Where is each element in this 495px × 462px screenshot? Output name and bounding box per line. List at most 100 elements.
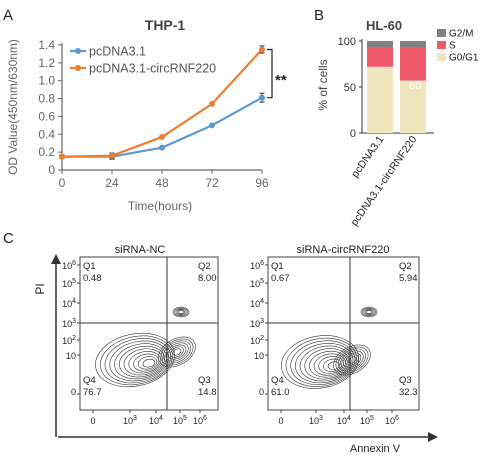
contour-line	[281, 335, 359, 389]
flow-x-tick-label: 103	[123, 415, 137, 426]
panel-b-category-label: pcDNA3.1	[349, 134, 386, 180]
contour-line	[158, 336, 196, 368]
quadrant-percentage: 61.0	[271, 387, 290, 398]
quadrant-label: Q2	[198, 261, 211, 272]
stacked-bar-segment	[367, 47, 393, 67]
flow-y-tick-label: 10	[66, 351, 76, 361]
panel-a-y-tick-label: 1.2	[38, 56, 55, 70]
data-point	[59, 153, 65, 160]
contour-line	[95, 332, 175, 388]
contour-line	[323, 358, 342, 372]
quadrant-percentage: 8.00	[198, 273, 217, 284]
flow-x-tick-label: 106	[193, 415, 207, 426]
panel-b-y-axis-label: % of cells	[316, 59, 330, 110]
legend-swatch-marker	[75, 65, 81, 71]
contour-line	[172, 348, 182, 356]
legend-label: G0/G1	[449, 53, 479, 64]
legend-label: pcDNA3.1	[89, 45, 146, 59]
panel-c-label: C	[3, 230, 14, 247]
contour-line	[177, 309, 185, 315]
flow-plot-2-title: siRNA-circRNF220	[297, 244, 390, 256]
flow-x-tick-label: 105	[360, 415, 374, 426]
flow-y-tick-label: 0	[259, 387, 264, 397]
flow-plot-frame	[267, 256, 420, 411]
panel-a: A THP-1 0 0.2 0.4 0.6 0.8 1.0 1.2 1.4 0 24 48 72 96 p…	[3, 7, 287, 213]
quadrant-label: Q1	[271, 261, 284, 272]
panel-a-y-tick-label: 1.0	[38, 74, 55, 88]
data-point	[159, 133, 165, 140]
flow-y-tick-label: 103	[62, 318, 76, 329]
stacked-bar-segment	[400, 80, 426, 133]
panel-a-y-axis-label: OD Value(450nm/630nm)	[6, 39, 20, 175]
panel-a-x-tick-label: 72	[205, 176, 219, 190]
panel-b-category-label: pcDNA3.1-circRNF220	[348, 134, 419, 228]
flow-x-tick-label: 104	[337, 415, 351, 426]
legend-label: S	[449, 41, 456, 52]
contour-line	[163, 340, 191, 364]
contour-line	[165, 342, 189, 362]
panel-a-y-tick-label: 0.4	[38, 127, 55, 141]
quadrant-label: Q3	[399, 375, 412, 386]
stacked-bar-segment	[367, 41, 393, 48]
contour-line	[175, 308, 187, 316]
contour-line	[338, 348, 366, 372]
quadrant-percentage: 0.48	[83, 273, 102, 284]
quadrant-percentage: 76.7	[83, 387, 102, 398]
quadrant-percentage: 0.67	[271, 273, 290, 284]
pi-arrowhead	[51, 254, 61, 264]
panel-a-x-tick-label: 96	[255, 176, 269, 190]
contour-line	[174, 307, 188, 317]
contour-line	[285, 337, 358, 387]
flow-y-tick-label: 105	[250, 278, 264, 289]
flow-y-tick-label: 103	[250, 318, 264, 329]
flow-y-tick-label: 106	[250, 260, 264, 271]
legend-swatch	[437, 41, 446, 49]
panel-a-y-tick-label: 1.4	[38, 38, 55, 52]
panel-a-y-tick-label: 0	[48, 163, 55, 177]
flow-x-tick-label: 106	[385, 415, 399, 426]
legend-label: pcDNA3.1-circRNF220	[89, 62, 216, 76]
panel-a-label: A	[3, 7, 13, 24]
legend-swatch-marker	[75, 48, 81, 54]
quadrant-percentage: 32.3	[399, 387, 418, 398]
quadrant-label: Q3	[198, 375, 211, 386]
flow-x-tick-label: 103	[309, 415, 323, 426]
stacked-bar-segment	[400, 41, 426, 48]
contour-line	[362, 307, 376, 317]
data-point	[159, 144, 165, 151]
data-point	[109, 152, 115, 159]
panel-a-x-axis-label: Time(hours)	[128, 199, 192, 213]
contour-line	[178, 310, 184, 314]
panel-b-y-tick-label: 0	[350, 128, 356, 140]
contour-line	[365, 309, 373, 315]
contour-line	[128, 351, 162, 374]
contour-line	[167, 344, 187, 360]
contour-line	[290, 340, 356, 386]
flow-y-tick-label: 102	[62, 335, 76, 346]
panel-a-y-tick-label: 0.8	[38, 92, 55, 106]
contour-line	[363, 308, 375, 316]
contour-line	[333, 344, 371, 376]
contour-line	[342, 352, 362, 368]
data-point	[259, 94, 265, 101]
flow-y-tick-label: 0	[71, 387, 76, 397]
quadrant-percentage: 14.8	[198, 387, 217, 398]
data-point	[259, 46, 265, 53]
panel-a-y-tick-label: 0.2	[38, 145, 55, 159]
quadrant-label: Q1	[83, 261, 96, 272]
stacked-bar-segment	[400, 47, 426, 81]
flow-plot-1-title: siRNA-NC	[115, 244, 166, 256]
panel-b-title: HL-60	[366, 18, 402, 33]
quadrant-label: Q4	[271, 375, 284, 386]
annexin-arrowhead	[428, 432, 438, 442]
panel-b: B HL-60 0 50 100 pcDNA3.1pcDNA3.1-circRNF22…	[314, 7, 479, 228]
data-point	[209, 100, 215, 107]
panel-a-title: THP-1	[145, 17, 186, 33]
contour-line	[172, 306, 190, 318]
panel-a-y-tick-label: 0.6	[38, 109, 55, 123]
significance-annotation: **	[275, 72, 287, 89]
contour-line	[347, 356, 357, 364]
flow-x-tick-label: 0	[90, 416, 95, 426]
